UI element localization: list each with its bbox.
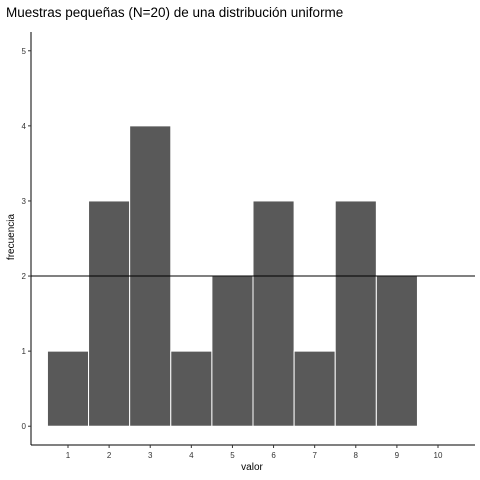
x-tick-label-3: 3 (148, 451, 153, 460)
x-tick-label-5: 5 (230, 451, 235, 460)
bar-2 (88, 200, 131, 427)
bar-4 (170, 350, 213, 427)
bar-6 (252, 200, 295, 427)
y-tick-label-3: 3 (22, 197, 27, 206)
y-tick-label-0: 0 (22, 422, 27, 431)
bar-8 (334, 200, 377, 427)
y-tick-label-1: 1 (22, 347, 27, 356)
bar-9 (375, 275, 418, 427)
bar-5 (211, 275, 254, 427)
y-axis-title: frecuencia (6, 213, 17, 260)
y-tick-label-5: 5 (22, 47, 27, 56)
x-tick-label-6: 6 (271, 451, 276, 460)
axes-layer (30, 32, 475, 446)
y-tick-label-4: 4 (22, 122, 27, 131)
y-tick-label-2: 2 (22, 272, 27, 281)
chart-title: Muestras pequeñas (N=20) de una distribu… (6, 5, 343, 20)
bar-1 (46, 350, 90, 427)
x-tick-label-2: 2 (107, 451, 112, 460)
y-ticks-layer: 0 1 2 3 4 5 (22, 47, 31, 431)
x-tick-label-9: 9 (395, 451, 400, 460)
bar-7 (293, 350, 336, 427)
x-tick-label-1: 1 (66, 451, 71, 460)
x-axis-title: valor (241, 462, 263, 473)
x-tick-label-10: 10 (434, 451, 443, 460)
x-tick-label-8: 8 (354, 451, 359, 460)
x-tick-label-7: 7 (312, 451, 317, 460)
x-ticks-layer: 1 2 3 4 5 6 7 8 9 10 (66, 445, 443, 460)
x-tick-label-4: 4 (189, 451, 194, 460)
